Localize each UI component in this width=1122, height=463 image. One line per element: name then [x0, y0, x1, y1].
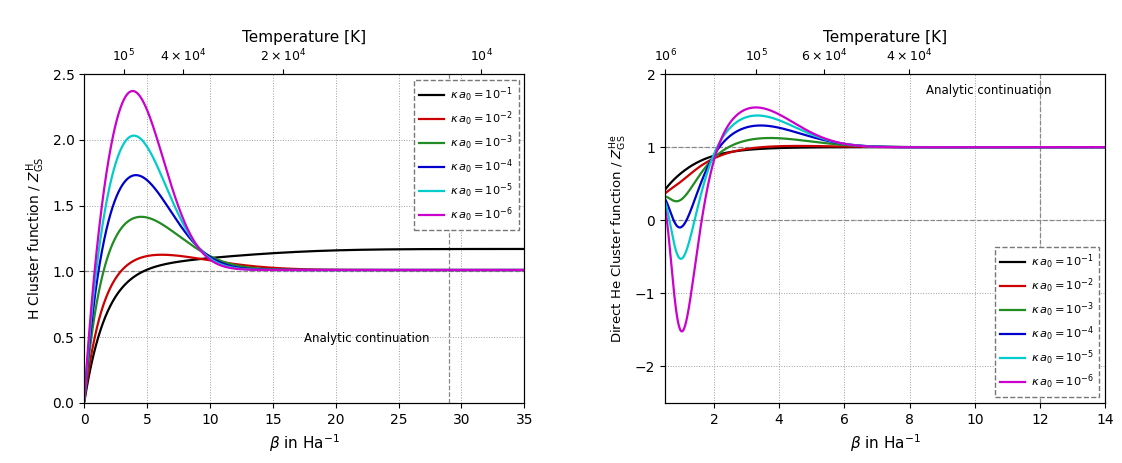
- $\kappa\, a_0 = 10^{-6}$: [126, 88, 139, 94]
- Y-axis label: H Cluster function / $Z_{\rm GS}^{\rm H}$: H Cluster function / $Z_{\rm GS}^{\rm H}…: [25, 157, 47, 320]
- $\kappa\, a_0 = 10^{-5}$: [517, 267, 531, 273]
- $\kappa\, a_0 = 10^{-5}$: [154, 171, 167, 177]
- Line: $\kappa\, a_0 = 10^{-3}$: $\kappa\, a_0 = 10^{-3}$: [84, 217, 524, 400]
- $\kappa\, a_0 = 10^{-3}$: [128, 215, 141, 221]
- Y-axis label: Direct He Cluster function / $Z_{\rm GS}^{\rm He}$: Direct He Cluster function / $Z_{\rm GS}…: [609, 134, 629, 343]
- $\kappa\, a_0 = 10^{-3}$: [266, 267, 279, 272]
- $\kappa\, a_0 = 10^{-5}$: [127, 133, 140, 138]
- $\kappa\, a_0 = 10^{-5}$: [509, 267, 523, 273]
- $\kappa\, a_0 = 10^{-2}$: [154, 252, 167, 257]
- $\kappa\, a_0 = 10^{-2}$: [461, 267, 475, 273]
- $\kappa\, a_0 = 10^{-3}$: [247, 265, 260, 271]
- Legend: $\kappa\, a_0 = 10^{-1}$, $\kappa\, a_0 = 10^{-2}$, $\kappa\, a_0 = 10^{-3}$, $\: $\kappa\, a_0 = 10^{-1}$, $\kappa\, a_0 …: [994, 247, 1100, 397]
- $\kappa\, a_0 = 10^{-1}$: [247, 252, 260, 257]
- Text: Analytic continuation: Analytic continuation: [304, 332, 430, 345]
- $\kappa\, a_0 = 10^{-4}$: [517, 267, 531, 273]
- X-axis label: Temperature [K]: Temperature [K]: [824, 30, 947, 45]
- $\kappa\, a_0 = 10^{-5}$: [461, 267, 475, 273]
- $\kappa\, a_0 = 10^{-5}$: [266, 267, 279, 273]
- X-axis label: Temperature [K]: Temperature [K]: [242, 30, 366, 45]
- $\kappa\, a_0 = 10^{-2}$: [128, 257, 141, 263]
- $\kappa\, a_0 = 10^{-5}$: [128, 133, 141, 138]
- $\kappa\, a_0 = 10^{-6}$: [77, 396, 91, 402]
- $\kappa\, a_0 = 10^{-2}$: [517, 267, 531, 273]
- $\kappa\, a_0 = 10^{-4}$: [461, 267, 475, 273]
- $\kappa\, a_0 = 10^{-2}$: [155, 252, 168, 257]
- $\kappa\, a_0 = 10^{-2}$: [247, 263, 260, 269]
- $\kappa\, a_0 = 10^{-6}$: [247, 267, 260, 273]
- $\kappa\, a_0 = 10^{-6}$: [128, 88, 141, 94]
- Line: $\kappa\, a_0 = 10^{-1}$: $\kappa\, a_0 = 10^{-1}$: [84, 249, 524, 401]
- $\kappa\, a_0 = 10^{-3}$: [517, 267, 531, 273]
- Line: $\kappa\, a_0 = 10^{-4}$: $\kappa\, a_0 = 10^{-4}$: [84, 175, 524, 400]
- $\kappa\, a_0 = 10^{-3}$: [77, 397, 91, 403]
- $\kappa\, a_0 = 10^{-1}$: [77, 399, 91, 404]
- $\kappa\, a_0 = 10^{-3}$: [509, 267, 523, 273]
- $\kappa\, a_0 = 10^{-3}$: [461, 267, 475, 273]
- $\kappa\, a_0 = 10^{-3}$: [135, 214, 148, 219]
- $\kappa\, a_0 = 10^{-6}$: [266, 267, 279, 273]
- $\kappa\, a_0 = 10^{-4}$: [266, 267, 279, 273]
- $\kappa\, a_0 = 10^{-2}$: [77, 398, 91, 404]
- $\kappa\, a_0 = 10^{-5}$: [247, 267, 260, 272]
- $\kappa\, a_0 = 10^{-4}$: [154, 194, 167, 199]
- X-axis label: $\beta$ in Ha$^{-1}$: $\beta$ in Ha$^{-1}$: [268, 432, 340, 454]
- $\kappa\, a_0 = 10^{-4}$: [129, 172, 142, 178]
- $\kappa\, a_0 = 10^{-4}$: [247, 266, 260, 272]
- $\kappa\, a_0 = 10^{-1}$: [517, 246, 531, 252]
- Line: $\kappa\, a_0 = 10^{-2}$: $\kappa\, a_0 = 10^{-2}$: [84, 255, 524, 401]
- $\kappa\, a_0 = 10^{-1}$: [509, 246, 523, 252]
- $\kappa\, a_0 = 10^{-1}$: [461, 246, 475, 252]
- Line: $\kappa\, a_0 = 10^{-6}$: $\kappa\, a_0 = 10^{-6}$: [84, 91, 524, 399]
- $\kappa\, a_0 = 10^{-1}$: [266, 250, 279, 256]
- $\kappa\, a_0 = 10^{-6}$: [154, 148, 167, 154]
- $\kappa\, a_0 = 10^{-6}$: [509, 267, 523, 273]
- $\kappa\, a_0 = 10^{-6}$: [461, 267, 475, 273]
- $\kappa\, a_0 = 10^{-4}$: [77, 397, 91, 402]
- $\kappa\, a_0 = 10^{-4}$: [128, 172, 141, 178]
- $\kappa\, a_0 = 10^{-4}$: [509, 267, 523, 273]
- $\kappa\, a_0 = 10^{-1}$: [128, 274, 141, 279]
- $\kappa\, a_0 = 10^{-3}$: [154, 221, 167, 226]
- Legend: $\kappa\, a_0 = 10^{-1}$, $\kappa\, a_0 = 10^{-2}$, $\kappa\, a_0 = 10^{-3}$, $\: $\kappa\, a_0 = 10^{-1}$, $\kappa\, a_0 …: [414, 80, 518, 230]
- $\kappa\, a_0 = 10^{-1}$: [154, 263, 167, 268]
- X-axis label: $\beta$ in Ha$^{-1}$: $\beta$ in Ha$^{-1}$: [849, 432, 921, 454]
- Text: Analytic continuation: Analytic continuation: [926, 84, 1051, 97]
- $\kappa\, a_0 = 10^{-2}$: [266, 265, 279, 270]
- $\kappa\, a_0 = 10^{-2}$: [509, 267, 523, 273]
- $\kappa\, a_0 = 10^{-5}$: [77, 396, 91, 402]
- $\kappa\, a_0 = 10^{-6}$: [517, 267, 531, 273]
- Line: $\kappa\, a_0 = 10^{-5}$: $\kappa\, a_0 = 10^{-5}$: [84, 136, 524, 399]
